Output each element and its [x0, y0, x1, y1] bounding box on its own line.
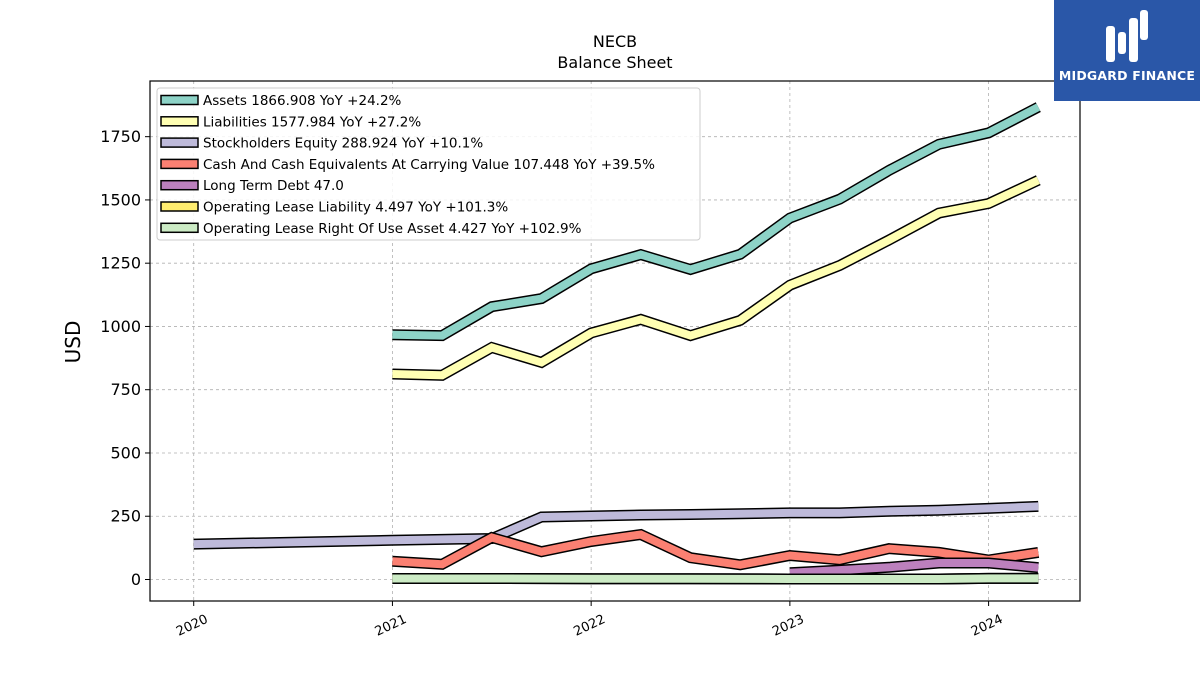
series-line [392, 102, 1041, 342]
legend-entry-label: Assets 1866.908 YoY +24.2% [203, 93, 402, 109]
y-tick-label: 1500 [100, 190, 141, 209]
y-tick-label: 750 [110, 380, 141, 399]
series-line [392, 175, 1041, 381]
legend-swatch [160, 201, 199, 212]
x-tick-label: 2023 [770, 612, 806, 640]
legend-swatch [160, 179, 199, 191]
plot-area-frame [149, 80, 1081, 602]
x-tick-label: 2024 [969, 612, 1005, 640]
series-line [789, 557, 1039, 579]
series-stroke [392, 176, 1040, 380]
series-stroke [392, 574, 1039, 583]
legend-entry-label: Stockholders Equity 288.924 YoY +10.1% [203, 136, 483, 152]
y-tick-label: 500 [110, 443, 141, 462]
series-stroke [789, 559, 1039, 577]
legend-box [156, 87, 701, 241]
brand-logo: MIDGARD FINANCE [1054, 0, 1200, 101]
midgard-logo-icon [1106, 10, 1148, 62]
y-tick-label: 0 [131, 570, 141, 589]
legend-entry-label: Operating Lease Right Of Use Asset 4.427… [203, 221, 582, 237]
x-tick-label: 2022 [572, 612, 608, 640]
series-line [392, 528, 1040, 571]
x-tick-label: 2020 [174, 612, 210, 640]
y-tick-label: 250 [110, 507, 141, 526]
chart-subtitle: Balance Sheet [557, 53, 672, 72]
x-tick-label: 2021 [373, 612, 409, 640]
legend-swatch [160, 94, 199, 106]
y-axis: 0 250 500 750 1000 1250 1500 1750 [100, 127, 150, 589]
legend-swatch [160, 158, 199, 170]
series-stroke [392, 530, 1039, 569]
legend-entry-label: Cash And Cash Equivalents At Carrying Va… [203, 157, 655, 173]
brand-name: MIDGARD FINANCE [1058, 68, 1196, 83]
chart-title: NECB [593, 32, 637, 51]
series-line [392, 572, 1039, 585]
y-tick-label: 1000 [100, 317, 141, 336]
x-axis: 2020 2021 2022 2023 2024 [174, 601, 1005, 640]
legend-entry-label: Operating Lease Liability 4.497 YoY +101… [203, 200, 508, 216]
series-stroke [392, 103, 1041, 340]
y-tick-label: 1250 [100, 254, 141, 273]
legend: Assets 1866.908 YoY +24.2% Liabilities 15… [156, 87, 701, 241]
legend-entry-label: Long Term Debt 47.0 [203, 178, 344, 194]
y-tick-label: 1750 [100, 127, 141, 146]
legend-entry-label: Liabilities 1577.984 YoY +27.2% [203, 114, 421, 130]
legend-swatch [160, 222, 199, 234]
legend-swatch [160, 137, 199, 148]
y-axis-label: USD [61, 321, 85, 364]
series-lines [193, 102, 1041, 585]
legend-swatch [160, 116, 199, 127]
